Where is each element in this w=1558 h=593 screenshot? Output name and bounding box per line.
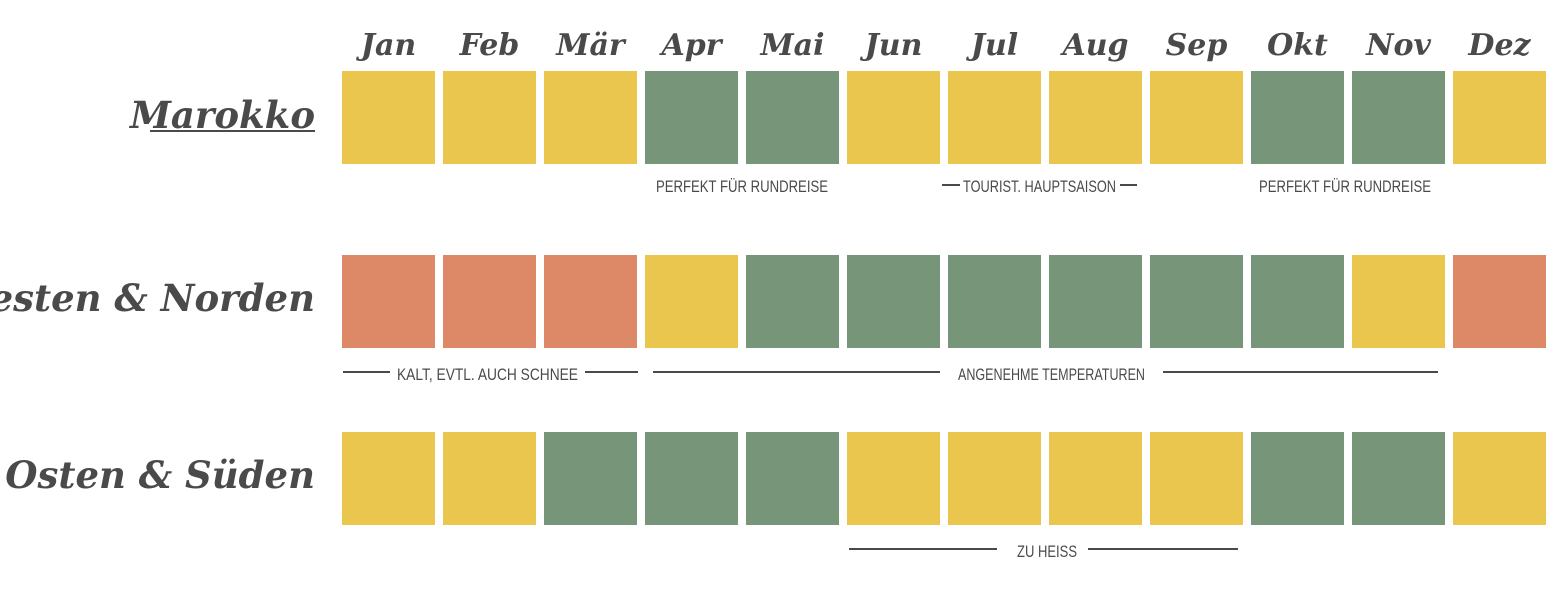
month-label: Dez bbox=[1467, 28, 1531, 63]
month-cell bbox=[1049, 71, 1142, 164]
month-cell bbox=[443, 432, 536, 525]
month-cell bbox=[1352, 432, 1445, 525]
month-label: Sep bbox=[1166, 28, 1228, 63]
month-cell bbox=[342, 432, 435, 525]
annotation: KALT, EVTL. AUCH SCHNEE bbox=[397, 365, 578, 384]
month-label: Jun bbox=[860, 28, 923, 63]
month-label: Mai bbox=[759, 28, 824, 63]
month-cell bbox=[1150, 71, 1243, 164]
annotation: TOURIST. HAUPTSAISON bbox=[963, 177, 1116, 196]
month-cell bbox=[544, 255, 637, 348]
month-cell bbox=[544, 432, 637, 525]
annotation: ANGENEHME TEMPERATUREN bbox=[958, 365, 1145, 384]
month-cell bbox=[544, 71, 637, 164]
month-cell bbox=[1150, 255, 1243, 348]
month-label: Mär bbox=[555, 28, 627, 63]
month-cell bbox=[1453, 255, 1546, 348]
month-cell bbox=[645, 71, 738, 164]
month-cell bbox=[1150, 432, 1243, 525]
annotation: ZU HEISS bbox=[1017, 542, 1077, 561]
month-cell bbox=[847, 432, 940, 525]
month-label: Aug bbox=[1059, 28, 1128, 63]
month-cell bbox=[342, 255, 435, 348]
month-label: Feb bbox=[459, 28, 520, 63]
month-cell bbox=[645, 255, 738, 348]
annotation: PERFEKT FÜR RUNDREISE bbox=[1259, 177, 1431, 196]
month-cell bbox=[1049, 255, 1142, 348]
month-label: Okt bbox=[1267, 28, 1328, 63]
month-cell bbox=[948, 255, 1041, 348]
month-cell bbox=[1453, 432, 1546, 525]
month-label: Jul bbox=[966, 28, 1018, 63]
month-cell bbox=[948, 432, 1041, 525]
month-cell bbox=[847, 255, 940, 348]
row-label: Westen & Norden bbox=[0, 276, 315, 320]
month-cell bbox=[1251, 255, 1344, 348]
row-label: Marokko bbox=[128, 93, 315, 137]
month-cell bbox=[1352, 71, 1445, 164]
row-label: Osten & Süden bbox=[5, 453, 315, 497]
month-cell bbox=[1352, 255, 1445, 348]
month-cell bbox=[746, 71, 839, 164]
month-cell bbox=[1251, 432, 1344, 525]
annotation: PERFEKT FÜR RUNDREISE bbox=[656, 177, 828, 196]
month-cell bbox=[443, 71, 536, 164]
month-cell bbox=[1453, 71, 1546, 164]
month-cell bbox=[948, 71, 1041, 164]
month-label: Apr bbox=[658, 28, 723, 63]
month-cell bbox=[645, 432, 738, 525]
month-cell bbox=[847, 71, 940, 164]
month-cell bbox=[1049, 432, 1142, 525]
month-cell bbox=[443, 255, 536, 348]
month-cell bbox=[746, 432, 839, 525]
month-label: Nov bbox=[1365, 28, 1431, 63]
month-label: Jan bbox=[356, 28, 416, 63]
month-cell bbox=[746, 255, 839, 348]
month-cell bbox=[342, 71, 435, 164]
cells bbox=[342, 71, 1546, 525]
month-cell bbox=[1251, 71, 1344, 164]
